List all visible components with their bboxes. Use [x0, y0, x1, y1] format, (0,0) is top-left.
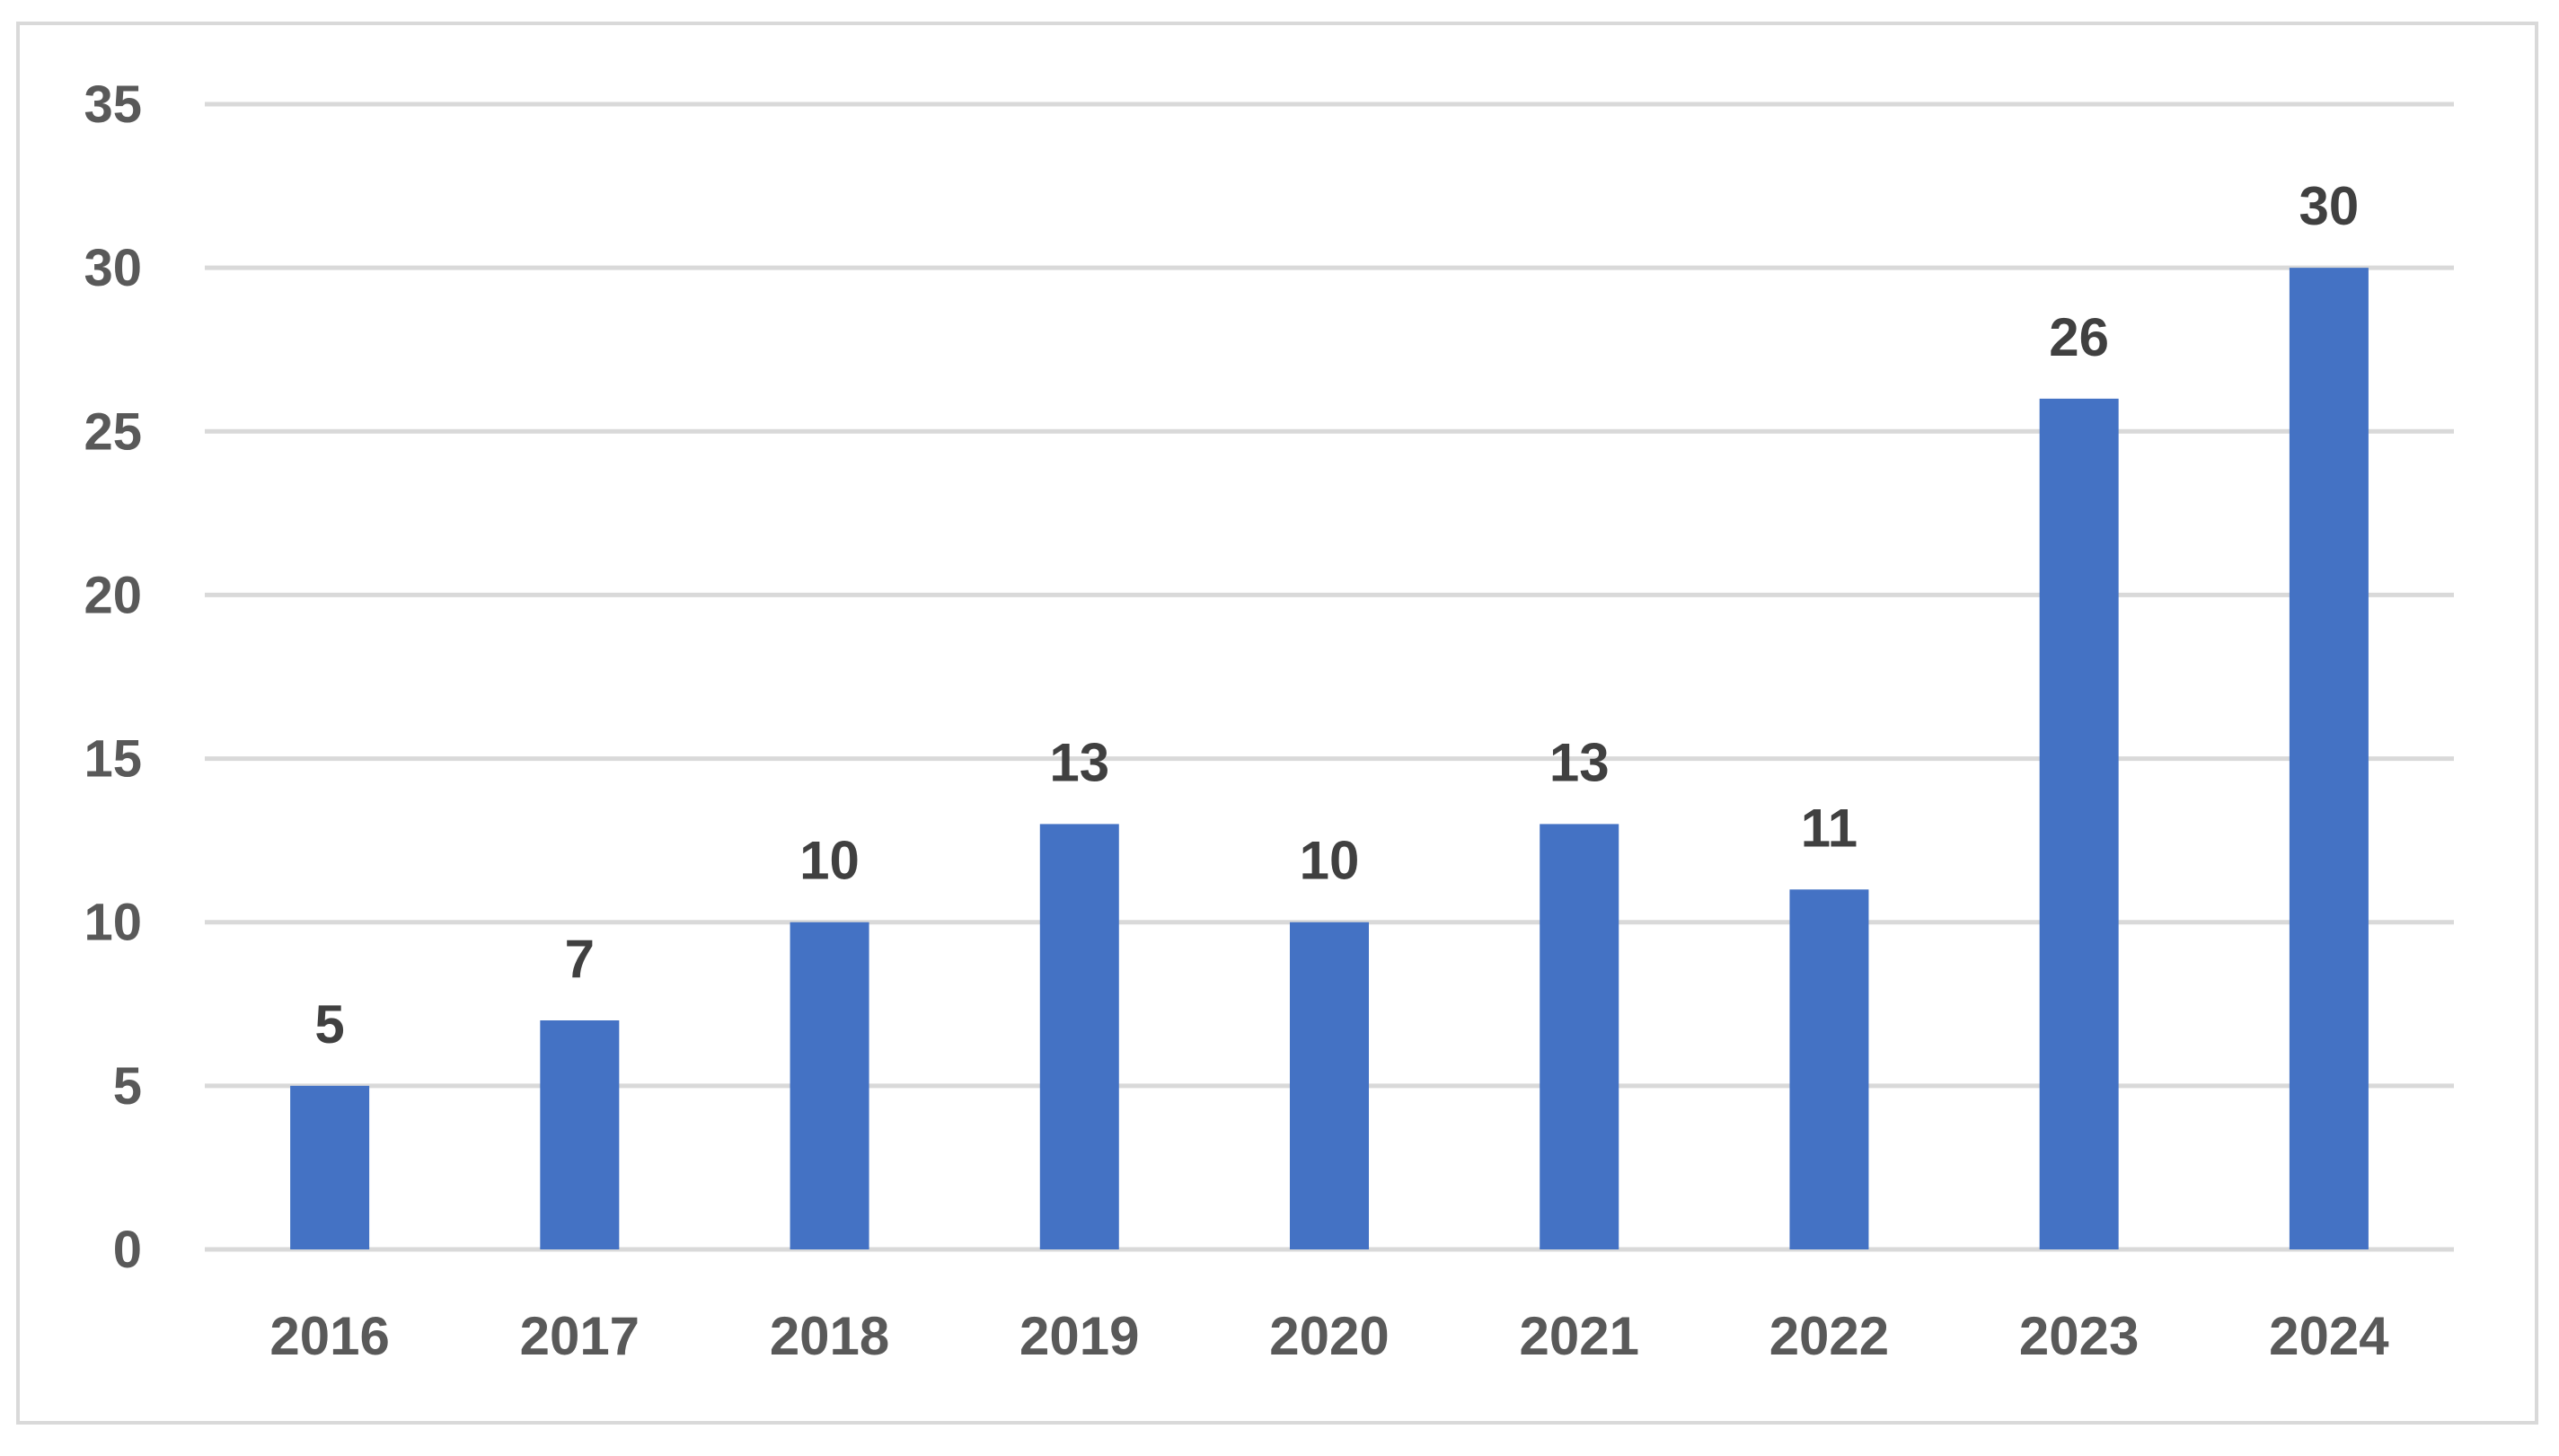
bar-2021	[1540, 824, 1619, 1249]
y-tick-label: 20	[84, 566, 142, 624]
y-tick-label: 25	[84, 402, 142, 461]
y-axis-tick-labels: 0 5 10 15 20 25 30 35	[84, 75, 142, 1279]
data-label-2017: 7	[565, 929, 595, 989]
x-tick-label-2022: 2022	[1769, 1306, 1889, 1366]
x-tick-label-2023: 2023	[2019, 1306, 2139, 1366]
bars	[290, 268, 2369, 1250]
x-tick-label-2017: 2017	[520, 1306, 640, 1366]
bar-2019	[1039, 824, 1119, 1249]
y-tick-label: 35	[84, 75, 142, 134]
bar-2017	[540, 1020, 620, 1249]
data-label-2023: 26	[2049, 307, 2109, 367]
bar-2023	[2039, 398, 2119, 1249]
x-tick-label-2024: 2024	[2269, 1306, 2389, 1366]
y-tick-label: 10	[84, 894, 142, 952]
bar-2018	[790, 922, 869, 1249]
x-tick-label-2021: 2021	[1519, 1306, 1638, 1366]
data-label-2019: 13	[1049, 732, 1109, 792]
data-labels: 5 7 10 13 10 13 11 26 30	[314, 176, 2359, 1054]
data-label-2022: 11	[1801, 798, 1857, 858]
chart-border	[16, 22, 2538, 1425]
bar-2024	[2289, 268, 2369, 1250]
y-tick-label: 30	[84, 239, 142, 297]
bar-2020	[1290, 922, 1369, 1249]
x-tick-label-2020: 2020	[1269, 1306, 1389, 1366]
x-tick-label-2019: 2019	[1019, 1306, 1139, 1366]
bar-2022	[1789, 889, 1869, 1249]
y-tick-label: 5	[113, 1057, 142, 1116]
data-label-2021: 13	[1549, 732, 1610, 792]
data-label-2020: 10	[1300, 831, 1360, 891]
data-label-2018: 10	[799, 831, 860, 891]
data-label-2024: 30	[2299, 176, 2360, 236]
x-tick-label-2016: 2016	[269, 1306, 389, 1366]
x-axis-tick-labels: 2016 2017 2018 2019 2020 2021 2022 2023 2024	[269, 1306, 2389, 1366]
y-tick-label: 0	[113, 1221, 142, 1279]
data-label-2016: 5	[314, 994, 344, 1054]
bar-2016	[290, 1085, 370, 1249]
y-tick-label: 15	[84, 730, 142, 789]
x-tick-label-2018: 2018	[770, 1306, 889, 1366]
